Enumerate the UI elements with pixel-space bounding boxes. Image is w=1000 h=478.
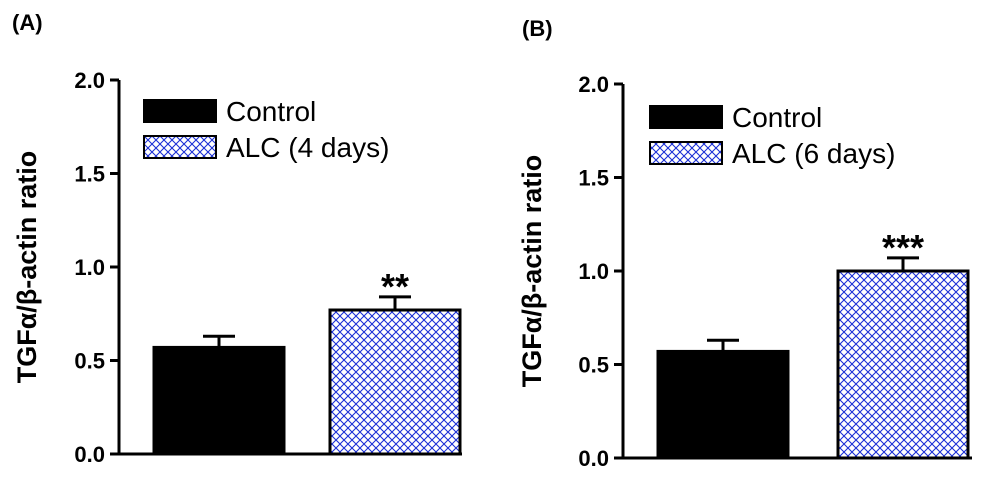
legend-label: ALC (4 days)	[226, 132, 389, 163]
legend-swatch	[649, 105, 723, 129]
panel-label: (B)	[522, 16, 553, 41]
y-tick-label: 2.0	[578, 72, 609, 97]
legend-label: Control	[226, 96, 316, 127]
legend-label: Control	[732, 102, 822, 133]
y-tick-label: 0.5	[578, 353, 609, 378]
y-tick-label: 1.0	[578, 259, 609, 284]
panel-label: (A)	[12, 10, 43, 35]
bar-control	[152, 345, 286, 456]
panel-b: (B) TGFα/β-actin ratio 0.0 0.5 1.0 1.5 2.0 *** C…	[517, 16, 972, 471]
y-tick-label: 0.0	[74, 442, 105, 467]
y-tick-label: 1.5	[74, 162, 105, 187]
y-axis-title: TGFα/β-actin ratio	[12, 151, 42, 384]
y-tick-label: 1.5	[578, 166, 609, 191]
bar-control	[656, 349, 790, 460]
legend-swatch	[143, 135, 217, 159]
significance-marker: ***	[882, 227, 924, 268]
y-tick-label: 0.0	[578, 446, 609, 471]
legend-label: ALC (6 days)	[732, 138, 895, 169]
y-axis-title: TGFα/β-actin ratio	[517, 155, 547, 388]
y-tick-label: 2.0	[74, 68, 105, 93]
legend-swatch	[649, 141, 723, 165]
y-tick-label: 0.5	[74, 349, 105, 374]
significance-marker: **	[381, 266, 409, 307]
y-tick-label: 1.0	[74, 255, 105, 280]
bar-alc	[328, 308, 462, 456]
panel-a: (A) TGFα/β-actin ratio 0.0 0.5 1.0 1.5 2.0 ** Co…	[12, 10, 462, 467]
legend-swatch	[143, 99, 217, 123]
bar-alc	[836, 269, 970, 460]
